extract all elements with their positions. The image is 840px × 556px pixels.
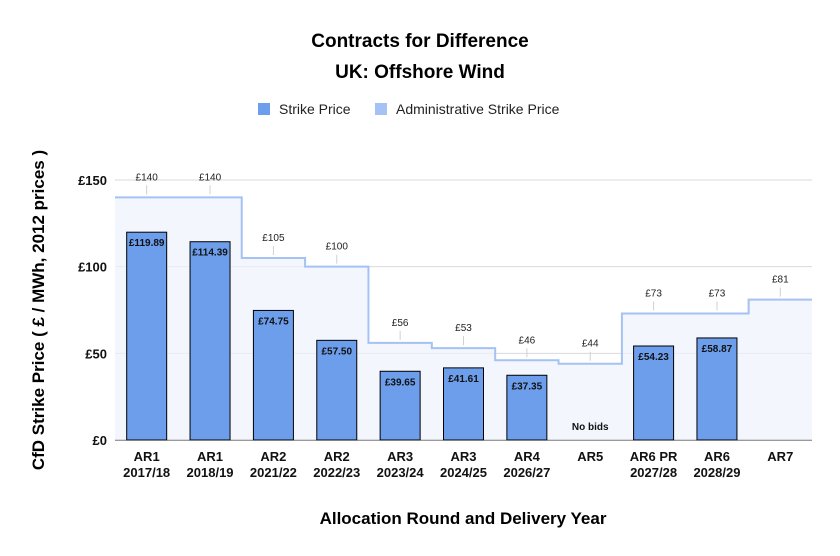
- admin-strike-label: £46: [519, 335, 536, 346]
- strike-price-label: £58.87: [702, 344, 733, 355]
- y-tick-label: £100: [78, 260, 107, 275]
- x-tick-year: 2022/23: [313, 465, 360, 480]
- x-tick-label: AR2: [260, 449, 286, 464]
- x-tick-label: AR5: [577, 449, 603, 464]
- x-tick-year: 2026/27: [503, 465, 550, 480]
- admin-strike-label: £56: [392, 318, 409, 329]
- annotation-no-bids: No bids: [572, 422, 609, 433]
- legend-label-administrative-strike-price: Administrative Strike Price: [396, 101, 560, 117]
- x-tick-label: AR1: [134, 449, 160, 464]
- x-tick-label: AR3: [387, 449, 413, 464]
- strike-price-label: £54.23: [638, 352, 669, 363]
- strike-price-label: £37.35: [512, 381, 543, 392]
- admin-strike-label: £44: [582, 339, 599, 350]
- chart-subtitle: UK: Offshore Wind: [335, 62, 505, 83]
- strike-price-label: £74.75: [258, 316, 289, 327]
- x-tick-year: 2024/25: [440, 465, 487, 480]
- x-tick-label: AR1: [197, 449, 223, 464]
- x-tick-year: 2021/22: [250, 465, 297, 480]
- strike-price-label: £114.39: [192, 248, 228, 259]
- strike-price-label: £57.50: [321, 346, 352, 357]
- admin-strike-label: £81: [772, 275, 789, 286]
- legend-label-strike-price: Strike Price: [279, 101, 351, 117]
- y-tick-label: £0: [93, 433, 107, 448]
- strike-price-label: £41.61: [448, 374, 479, 385]
- strike-price-bar: [189, 241, 231, 441]
- strike-price-label: £39.65: [385, 377, 416, 388]
- chart-title: Contracts for Difference: [311, 31, 529, 52]
- x-axis-title: Allocation Round and Delivery Year: [320, 509, 607, 528]
- data-labels: £119.89 £114.39 £74.75 £57.50 £39.65 £41.61 £3…: [129, 172, 789, 433]
- admin-strike-line: [115, 196, 812, 365]
- strike-price-bars: [126, 231, 738, 441]
- x-tick-label: AR7: [767, 449, 793, 464]
- x-tick-year: 2017/18: [123, 465, 170, 480]
- strike-price-bar: [316, 339, 358, 441]
- x-tick-label: AR6: [704, 449, 730, 464]
- x-tick-year: 2023/24: [377, 465, 425, 480]
- y-tick-label: £50: [85, 346, 107, 361]
- strike-price-bar: [126, 231, 168, 441]
- x-tick-label: AR4: [514, 449, 541, 464]
- strike-price-bar: [379, 370, 421, 441]
- admin-strike-label: £100: [326, 242, 349, 253]
- x-axis-ticks: AR12017/18AR12018/19AR22021/22AR22022/23…: [123, 449, 793, 480]
- admin-strike-label: £105: [262, 233, 285, 244]
- x-tick-label: AR6 PR: [630, 449, 678, 464]
- admin-strike-label: £73: [645, 288, 662, 299]
- admin-strike-step-line: [115, 196, 812, 365]
- legend: Strike Price Administrative Strike Price: [258, 101, 560, 117]
- legend-swatch-strike-price: [258, 103, 270, 115]
- x-tick-year: 2028/29: [693, 465, 740, 480]
- strike-price-bar: [506, 374, 548, 441]
- admin-strike-label: £53: [455, 323, 472, 334]
- legend-swatch-administrative-strike-price: [375, 103, 387, 115]
- strike-price-bar: [633, 345, 675, 441]
- strike-price-bar: [252, 309, 294, 441]
- y-axis-ticks: £0 £50 £100 £150: [78, 173, 107, 448]
- x-tick-year: 2018/19: [187, 465, 234, 480]
- x-tick-label: AR3: [450, 449, 476, 464]
- x-tick-year: 2027/28: [630, 465, 677, 480]
- y-axis-title: CfD Strike Price ( £ / MWh, 2012 prices …: [29, 150, 48, 470]
- strike-price-label: £119.89: [129, 238, 165, 249]
- strike-price-bar: [443, 367, 484, 441]
- y-tick-label: £150: [78, 173, 107, 188]
- admin-strike-label: £140: [136, 172, 159, 183]
- admin-strike-label: £140: [199, 172, 222, 183]
- strike-price-bar: [696, 337, 738, 441]
- x-tick-label: AR2: [324, 449, 350, 464]
- admin-strike-label: £73: [709, 288, 726, 299]
